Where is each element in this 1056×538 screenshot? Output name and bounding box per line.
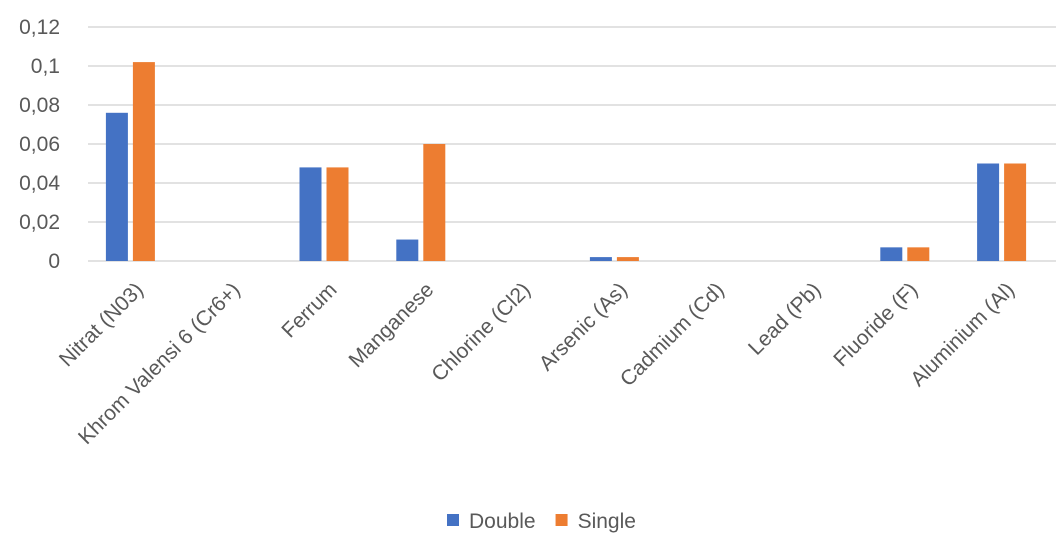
x-category-label: Khrom Valensi 6 (Cr6+)	[74, 278, 245, 449]
bar-double-5	[589, 257, 612, 261]
legend-swatch-double	[447, 514, 459, 526]
bar-double-8	[880, 247, 903, 261]
x-category-label: Chlorine (Cl2)	[427, 278, 535, 386]
y-tick-label: 0,08	[19, 94, 60, 117]
legend: Double Single	[447, 510, 636, 533]
x-category-label: Cadmium (Cd)	[616, 278, 729, 391]
legend-swatch-single	[555, 514, 568, 526]
bar-double-3	[396, 239, 419, 261]
bar-double-2	[299, 167, 322, 261]
bar-double-0	[105, 112, 128, 261]
bar-single-0	[132, 62, 155, 261]
x-category-label: Ferrum	[277, 278, 341, 342]
y-tick-label: 0,02	[19, 211, 60, 234]
y-tick-label: 0,1	[31, 55, 60, 78]
y-axis-ticks: 0 0,02 0,04 0,06 0,08 0,1 0,12	[19, 16, 60, 273]
bar-double-9	[977, 163, 1000, 261]
x-category-label: Manganese	[344, 278, 438, 372]
y-tick-label: 0,12	[19, 16, 60, 39]
x-category-label: Arsenic (As)	[535, 278, 632, 375]
legend-label-double: Double	[469, 510, 536, 533]
bar-single-3	[423, 144, 446, 261]
y-tick-label: 0	[48, 250, 60, 273]
bar-single-8	[907, 247, 930, 261]
x-category-label: Fluoride (F)	[829, 278, 922, 371]
x-category-label: Nitrat (N03)	[55, 278, 148, 371]
gridlines	[88, 26, 1056, 262]
x-category-label: Aluminium (Al)	[906, 278, 1019, 391]
bars	[105, 62, 1027, 261]
bar-single-5	[616, 257, 639, 261]
bar-single-9	[1004, 163, 1027, 261]
y-tick-label: 0,04	[19, 172, 60, 195]
y-tick-label: 0,06	[19, 133, 60, 156]
x-axis-category-labels: Nitrat (N03)Khrom Valensi 6 (Cr6+) Ferrum…	[55, 278, 1019, 449]
legend-label-single: Single	[578, 510, 636, 533]
x-category-label: Lead (Pb)	[744, 278, 825, 359]
bar-single-2	[326, 167, 349, 261]
